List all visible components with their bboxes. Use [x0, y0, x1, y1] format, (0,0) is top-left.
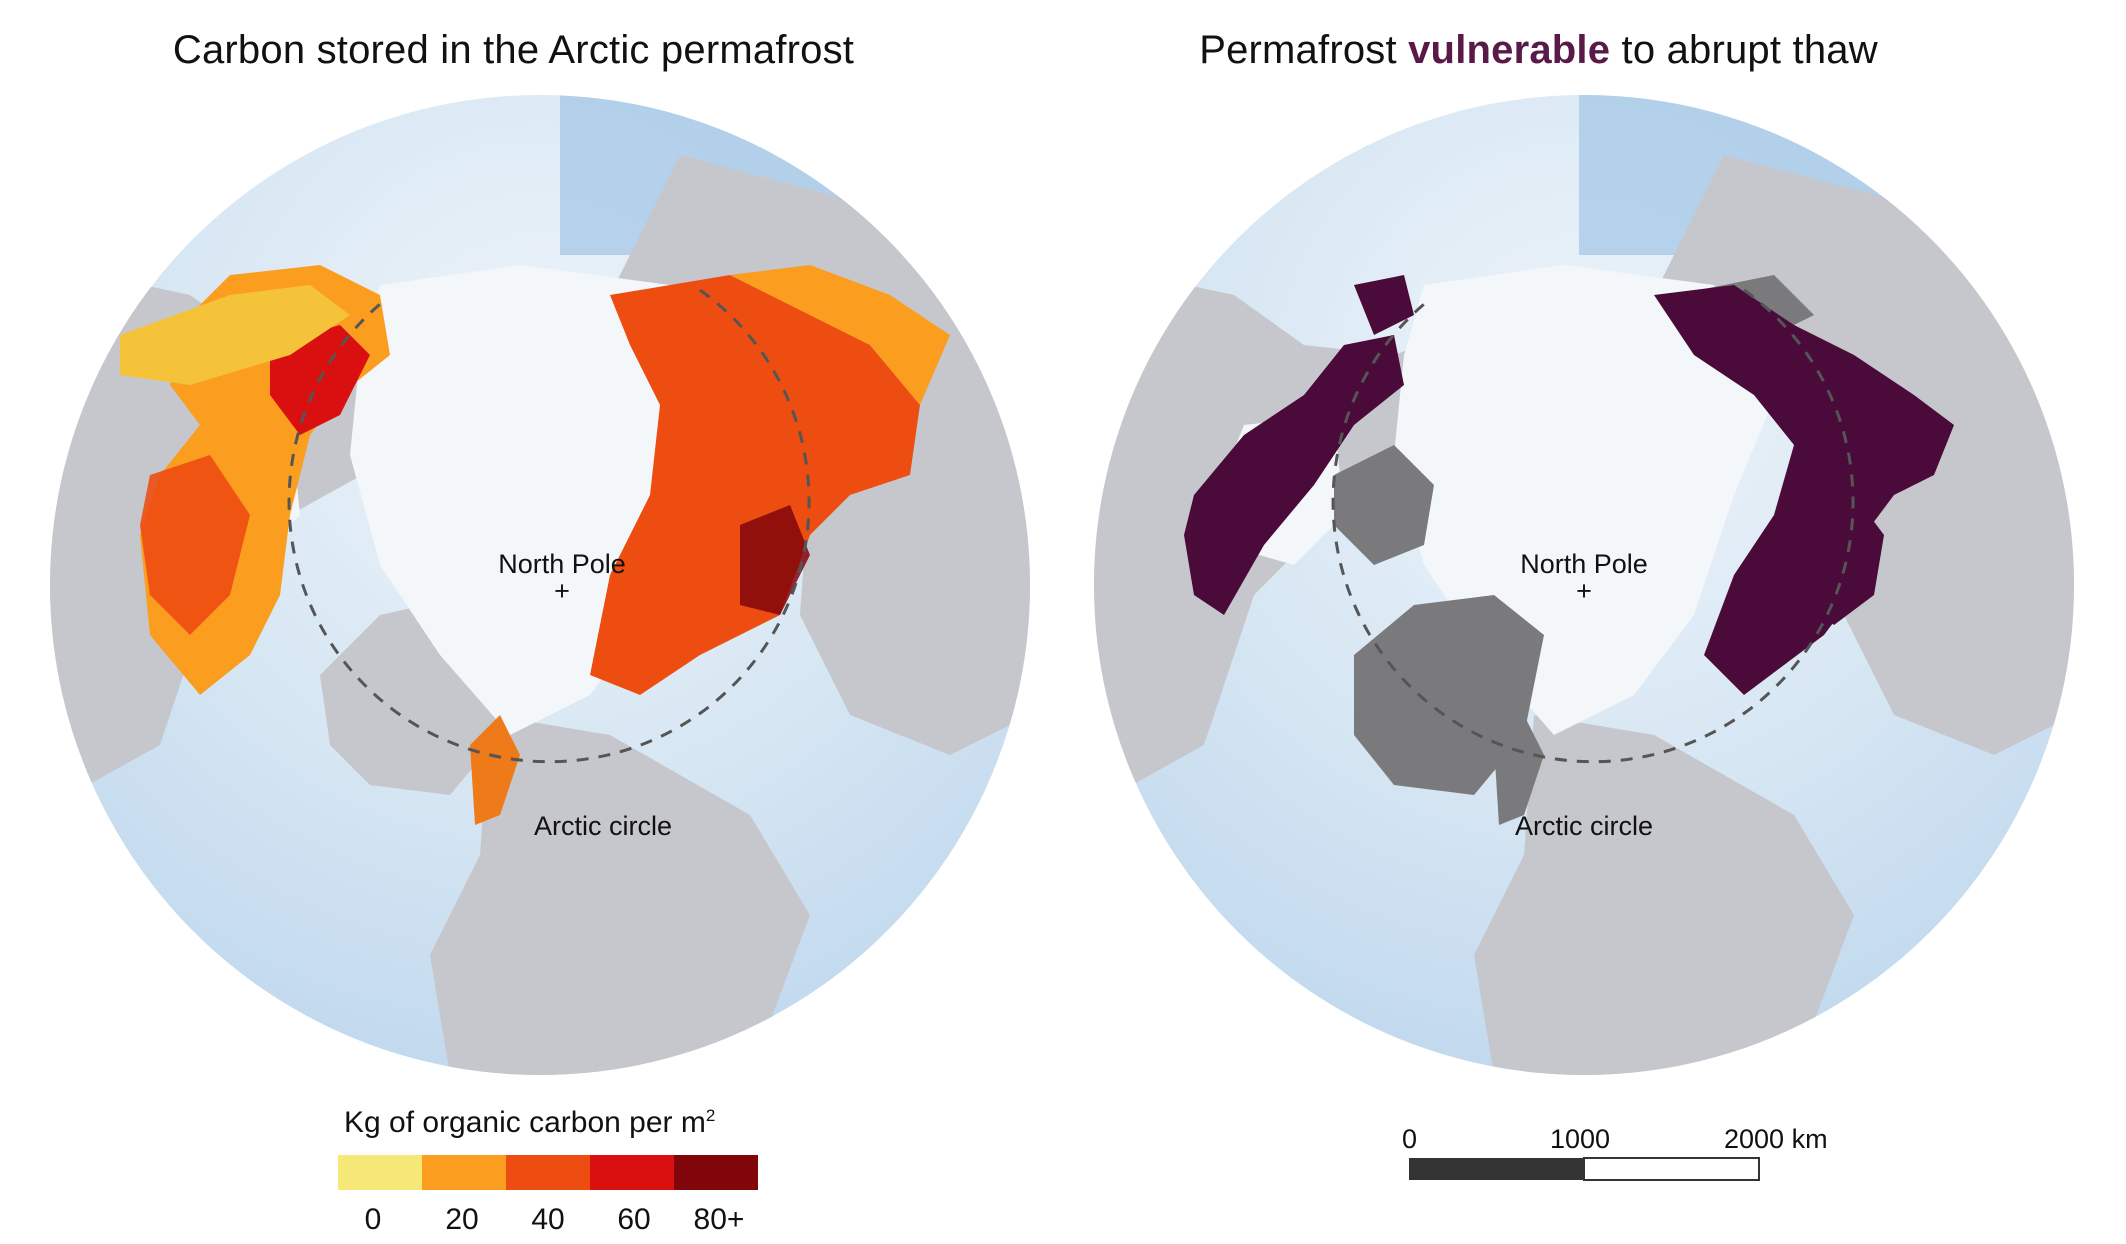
permafrost-arctic-islands: [1334, 445, 1434, 565]
vulnerability-map: North Pole + Arctic circle: [1094, 95, 2074, 1075]
title-prefix: Permafrost: [1199, 28, 1409, 72]
carbon-alaska: [120, 285, 350, 385]
carbon-siberia-hot: [740, 505, 810, 615]
legend-swatch-80-plus: [674, 1155, 758, 1190]
carbon-legend-title: Kg of organic carbon per m2: [344, 1106, 715, 1140]
carbon-map-panel: Carbon stored in the Arctic permafrost: [50, 28, 1030, 1236]
scale-bar-filled: [1409, 1158, 1584, 1180]
arctic-circle-line: [287, 288, 811, 764]
north-pole-marker: +: [554, 576, 570, 606]
title-highlight: vulnerable: [1408, 28, 1611, 72]
scale-tick-2000: 2000 km: [1724, 1124, 1828, 1154]
legend-swatch-20: [422, 1155, 506, 1190]
north-pole-label: North Pole: [498, 549, 626, 579]
legend-tick-0: 0: [364, 1203, 382, 1236]
carbon-legend-swatches: [338, 1155, 758, 1190]
scale-tick-0: 0: [1402, 1124, 1418, 1154]
vulnerable-hudson: [1184, 335, 1404, 615]
legend-tick-20: 20: [445, 1203, 479, 1236]
land-europe: [1474, 715, 1854, 1075]
scale-bar: [1409, 1157, 1760, 1181]
vulnerability-map-title: Permafrost vulnerable to abrupt thaw: [1007, 28, 2070, 73]
arctic-circle-label: Arctic circle: [1515, 811, 1653, 841]
carbon-legend-title-text: Kg of organic carbon per m: [344, 1106, 706, 1139]
vulnerable-alaska: [1354, 275, 1414, 335]
legend-swatch-0: [338, 1155, 422, 1190]
land-europe: [430, 715, 810, 1075]
permafrost-scandinavia: [1494, 715, 1544, 825]
scale-bar-empty: [1583, 1157, 1760, 1181]
arctic-circle-label: Arctic circle: [534, 811, 672, 841]
title-suffix: to abrupt thaw: [1610, 28, 1878, 72]
legend-tick-40: 40: [531, 1203, 565, 1236]
carbon-siberia: [590, 275, 920, 695]
carbon-siberia-east: [730, 265, 950, 405]
scale-tick-1000: 1000: [1550, 1124, 1611, 1154]
vulnerable-yakutia: [1794, 495, 1884, 625]
carbon-legend-title-superscript: 2: [705, 1106, 716, 1125]
north-pole-label: North Pole: [1520, 549, 1648, 579]
carbon-hudson: [140, 455, 250, 635]
legend-tick-60: 60: [617, 1203, 651, 1236]
carbon-map: North Pole + Arctic circle: [50, 95, 1030, 1075]
north-pole-marker: +: [1576, 576, 1592, 606]
vulnerability-map-panel: Permafrost vulnerable to abrupt thaw: [1019, 0, 2082, 1244]
vulnerable-siberia: [1654, 285, 1954, 695]
carbon-scandinavia: [470, 715, 520, 825]
legend-swatch-60: [590, 1155, 674, 1190]
carbon-map-title: Carbon stored in the Arctic permafrost: [172, 28, 855, 72]
arctic-circle-line: [1331, 288, 1855, 764]
legend-swatch-40: [506, 1155, 590, 1190]
legend-tick-80-plus: 80+: [693, 1203, 745, 1236]
